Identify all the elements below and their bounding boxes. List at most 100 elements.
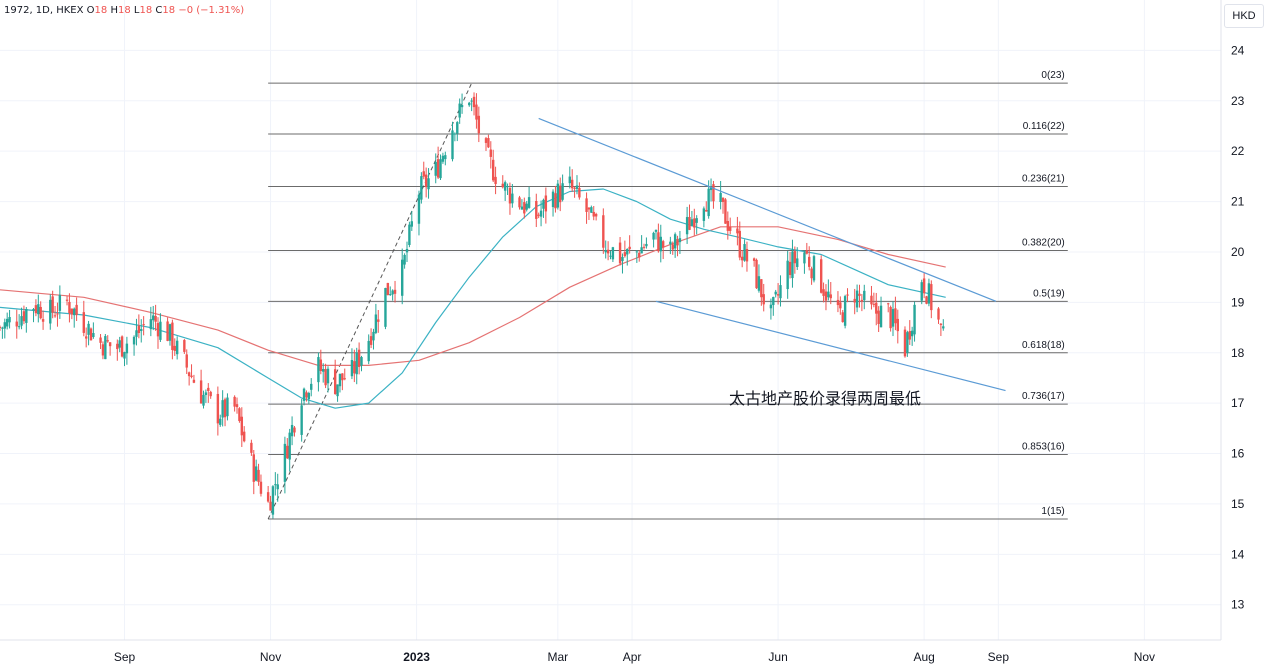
ma-slow-line [0,226,946,366]
open-label: O [86,5,95,16]
candle-body [5,318,9,327]
candle-body [372,331,375,341]
candle-body [207,387,210,391]
candle-body [154,315,157,322]
candle-body [25,308,28,323]
candle-body [535,200,538,219]
candle-body [336,384,339,397]
candle-body [803,252,806,264]
candle-body [539,210,543,217]
candle-body [757,276,761,291]
candle-body [587,207,591,210]
candle-body [240,416,244,436]
x-tick-label: Mar [547,650,568,664]
candle-body [20,316,23,326]
fib-level-label: 0.382(20) [1022,237,1065,248]
candle-body [116,343,119,350]
moving-averages [0,188,946,409]
candle-body [752,258,756,261]
candle-body [444,155,447,160]
candle-body [288,432,291,460]
y-tick-label: 23 [1231,94,1245,108]
candle-body [118,340,121,348]
candle-body [673,234,677,249]
candle-body [357,349,361,367]
candle-body [369,336,373,345]
candle-body [738,230,741,258]
candle-body [401,259,404,296]
candle-body [843,296,847,326]
y-tick-label: 15 [1231,497,1245,511]
fib-level-label: 0.5(19) [1033,288,1065,299]
candle-body [274,484,277,486]
fibonacci-retracement[interactable]: 0(23) 0.116(22) 0.236(21) 0.382(20) 0.5(19) 0… [267,70,1068,520]
candle-body [719,192,722,203]
y-tick-label: 20 [1231,245,1245,259]
candle-body [173,345,176,351]
candle-body [0,326,2,328]
candle-body [319,359,323,372]
x-tick-label: Nov [260,650,281,664]
time-axis[interactable]: Sep Nov 2023 Mar Apr Jun Aug Sep Nov [114,650,1155,664]
candle-body [786,260,789,290]
candle-body [49,299,52,324]
candle-body [472,96,476,108]
candle-body [451,130,454,160]
candlestick-series[interactable] [0,92,945,519]
candle-body [556,183,560,208]
price-axis[interactable]: 24 23 22 21 20 19 18 17 16 15 14 13 [1231,43,1245,611]
candle-body [657,232,660,252]
candle-body [106,340,109,342]
close-value: 18 [162,5,176,16]
currency-button[interactable]: HKD [1224,4,1264,28]
candle-body [393,289,397,294]
candle-body [602,215,605,248]
candle-body [537,214,540,216]
candle-body [561,183,564,200]
candle-body [468,102,471,106]
candle-body [559,185,562,203]
candle-body [87,323,90,335]
candle-body [688,216,691,230]
candle-body [410,221,413,227]
candle-body [702,208,706,221]
candle-body [302,388,306,401]
candle-body [819,259,823,293]
candle-body [453,133,457,135]
candle-body [769,304,773,309]
candle-body [772,296,775,306]
candle-body [283,443,287,482]
candle-body [73,308,76,316]
candle-body [590,207,593,213]
chart-annotation[interactable]: 太古地产股价录得两周最低 [729,389,922,408]
candle-body [384,288,387,327]
trend-lines[interactable] [538,117,1006,392]
candle-body [293,427,296,433]
candle-body [221,400,224,418]
candle-body [494,176,497,185]
candle-body [53,315,57,317]
candle-body [870,295,873,305]
candle-body [360,357,363,366]
candle-body [671,244,674,250]
candle-body [879,305,883,328]
candle-body [690,219,694,226]
candle-body [518,197,521,208]
candle-body [322,368,325,372]
candle-body [166,321,169,341]
candle-body [542,199,545,209]
candle-body [796,258,799,267]
candle-body [903,329,907,357]
candle-body [829,294,832,299]
candle-body [805,250,809,254]
candle-body [872,303,876,305]
candle-body [424,174,428,188]
candle-body [939,323,943,325]
candle-body [525,203,528,210]
candle-body [913,304,916,335]
candle-body [570,179,574,189]
candle-body [685,217,689,235]
channel-lower-line [655,300,1006,392]
candle-body [695,218,698,223]
